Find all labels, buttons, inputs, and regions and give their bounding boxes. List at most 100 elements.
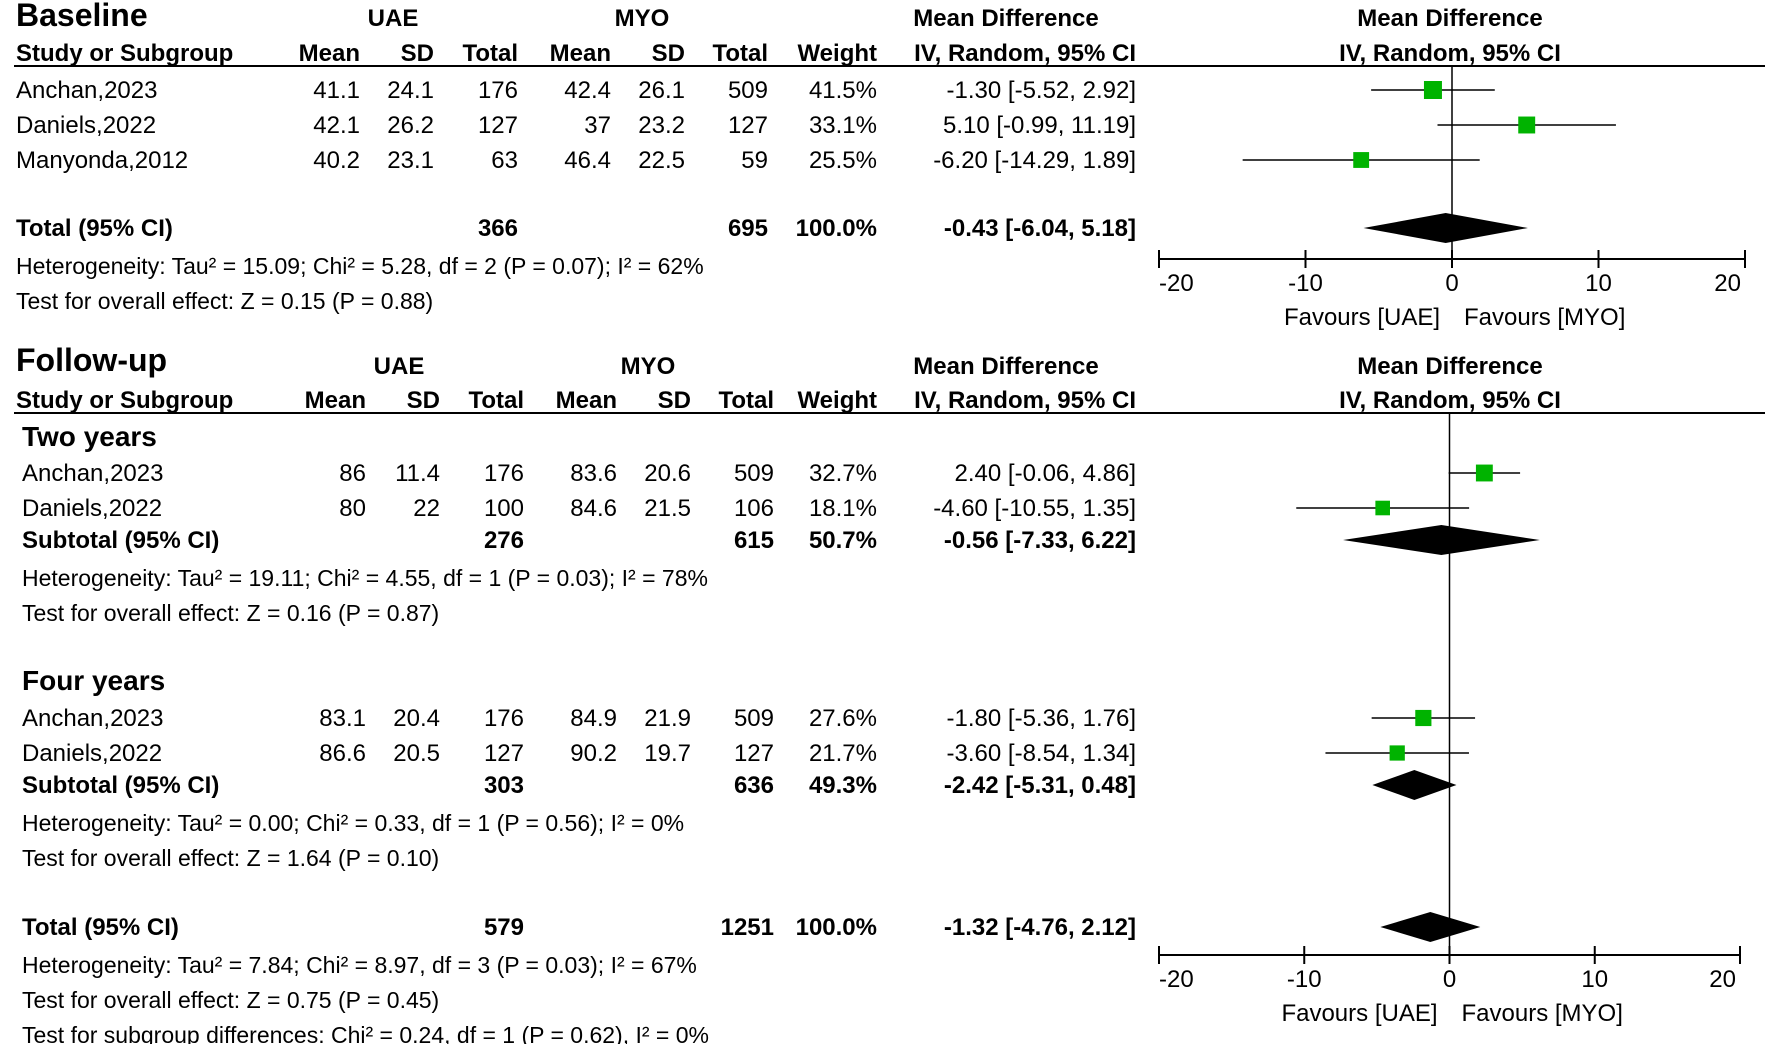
study-row: Daniels,2022 86.6 20.5 127 90.2 19.7 127 21.7% -… [22,740,1469,767]
uae-sd: 23.1 [387,147,434,174]
effect-marker [1415,709,1432,727]
group-label-myo: MYO [615,5,670,32]
col-myo-sd: SD [652,40,685,67]
myo-mean: 46.4 [564,147,611,174]
myo-total: 695 [728,215,768,242]
study-name: Anchan,2023 [16,77,157,104]
forest-panel-2: Follow-up UAE MYO Mean Difference Mean Diffe… [14,342,1765,1044]
uae-total: 100 [484,495,524,522]
myo-total: 636 [734,772,774,799]
col-ci: IV, Random, 95% CI [914,387,1136,414]
subgroup-test-text: Test for subgroup differences: Chi² = 0.… [22,1022,709,1044]
x-tick-label: 0 [1445,270,1458,297]
x-tick-label: -20 [1159,966,1194,993]
col-uae-mean: Mean [299,40,360,67]
weight: 27.6% [809,705,877,732]
summary-label: Subtotal (95% CI) [22,527,219,554]
myo-mean: 83.6 [570,460,617,487]
ci-text: -4.60 [-10.55, 1.35] [933,495,1136,522]
plot-subheader: IV, Random, 95% CI [1339,387,1561,414]
effect-marker [1475,464,1493,482]
myo-mean: 90.2 [570,740,617,767]
myo-total: 59 [741,147,768,174]
uae-total: 176 [484,460,524,487]
study-row: Manyonda,2012 40.2 23.1 63 46.4 22.5 59 25.5% -6… [16,147,1480,174]
x-tick-label: 20 [1709,966,1736,993]
ci-text: -0.56 [-7.33, 6.22] [944,527,1136,554]
favours-right: Favours [MYO] [1462,1000,1623,1027]
ci-text: -0.43 [-6.04, 5.18] [944,215,1136,242]
x-tick-label: -10 [1287,966,1322,993]
effect-marker [1518,116,1536,134]
subtotal-row: Subtotal (95% CI) 276 615 50.7% -0.56 [-7.33… [22,527,1136,554]
weight: 100.0% [796,215,877,242]
study-row: Daniels,2022 80 22 100 84.6 21.5 106 18.1% -4.60… [22,495,1470,522]
uae-sd: 24.1 [387,77,434,104]
myo-sd: 26.1 [638,77,685,104]
study-name: Daniels,2022 [16,112,156,139]
myo-total: 509 [734,460,774,487]
myo-total: 127 [728,112,768,139]
study-name: Anchan,2023 [22,460,163,487]
uae-sd: 11.4 [395,460,440,487]
effect-header: Mean Difference [913,5,1098,32]
uae-total: 579 [484,914,524,941]
uae-total: 303 [484,772,524,799]
weight: 25.5% [809,147,877,174]
forest-panel-1: Baseline UAE MYO Mean Difference Mean Differ… [14,0,1765,331]
plot-header: Mean Difference [1357,353,1542,380]
uae-mean: 86 [339,460,366,487]
myo-mean: 37 [584,112,611,139]
col-uae-mean: Mean [305,387,366,414]
subtotal-row: Subtotal (95% CI) 303 636 49.3% -2.42 [-5.31… [22,772,1136,799]
uae-mean: 40.2 [313,147,360,174]
effect-marker [1353,152,1370,168]
uae-mean: 83.1 [319,705,366,732]
subgroup-label: Four years [22,665,165,696]
ci-text: -6.20 [-14.29, 1.89] [933,147,1136,174]
summary-label: Total (95% CI) [16,215,173,242]
weight: 50.7% [809,527,877,554]
col-myo-mean: Mean [556,387,617,414]
group-label-myo: MYO [621,353,676,380]
favours-left: Favours [UAE] [1281,1000,1437,1027]
x-tick-label: 10 [1581,966,1608,993]
uae-total: 127 [478,112,518,139]
myo-mean: 42.4 [564,77,611,104]
uae-total: 127 [484,740,524,767]
weight: 18.1% [809,495,877,522]
panel-title: Follow-up [16,342,167,378]
weight: 100.0% [796,914,877,941]
weight: 33.1% [809,112,877,139]
col-weight: Weight [797,40,877,67]
col-myo-total: Total [712,40,768,67]
effect-header: Mean Difference [913,353,1098,380]
x-tick-label: 0 [1443,966,1456,993]
weight: 49.3% [809,772,877,799]
col-weight: Weight [797,387,877,414]
subgroup-label: Two years [22,421,157,452]
uae-total: 176 [484,705,524,732]
col-ci: IV, Random, 95% CI [914,40,1136,67]
effect-marker [1423,81,1442,99]
study-name: Anchan,2023 [22,705,163,732]
weight: 41.5% [809,77,877,104]
uae-total: 176 [478,77,518,104]
uae-sd: 22 [413,495,440,522]
study-name: Daniels,2022 [22,495,162,522]
subtotal-diamond [1372,770,1457,800]
uae-sd: 20.5 [393,740,440,767]
study-name: Daniels,2022 [22,740,162,767]
col-study: Study or Subgroup [16,40,233,67]
study-row: Anchan,2023 41.1 24.1 176 42.4 26.1 509 41.5% -1… [16,77,1495,104]
weight: 21.7% [809,740,877,767]
uae-sd: 20.4 [393,705,440,732]
col-uae-total: Total [462,40,518,67]
ci-text: -3.60 [-8.54, 1.34] [947,740,1136,767]
favours-right: Favours [MYO] [1464,304,1625,331]
ci-text: 2.40 [-0.06, 4.86] [955,460,1136,487]
overall-effect-text: Test for overall effect: Z = 0.15 (P = 0… [16,288,433,314]
overall-effect-text: Test for overall effect: Z = 0.16 (P = 0… [22,600,439,626]
x-tick-label: -20 [1159,270,1194,297]
